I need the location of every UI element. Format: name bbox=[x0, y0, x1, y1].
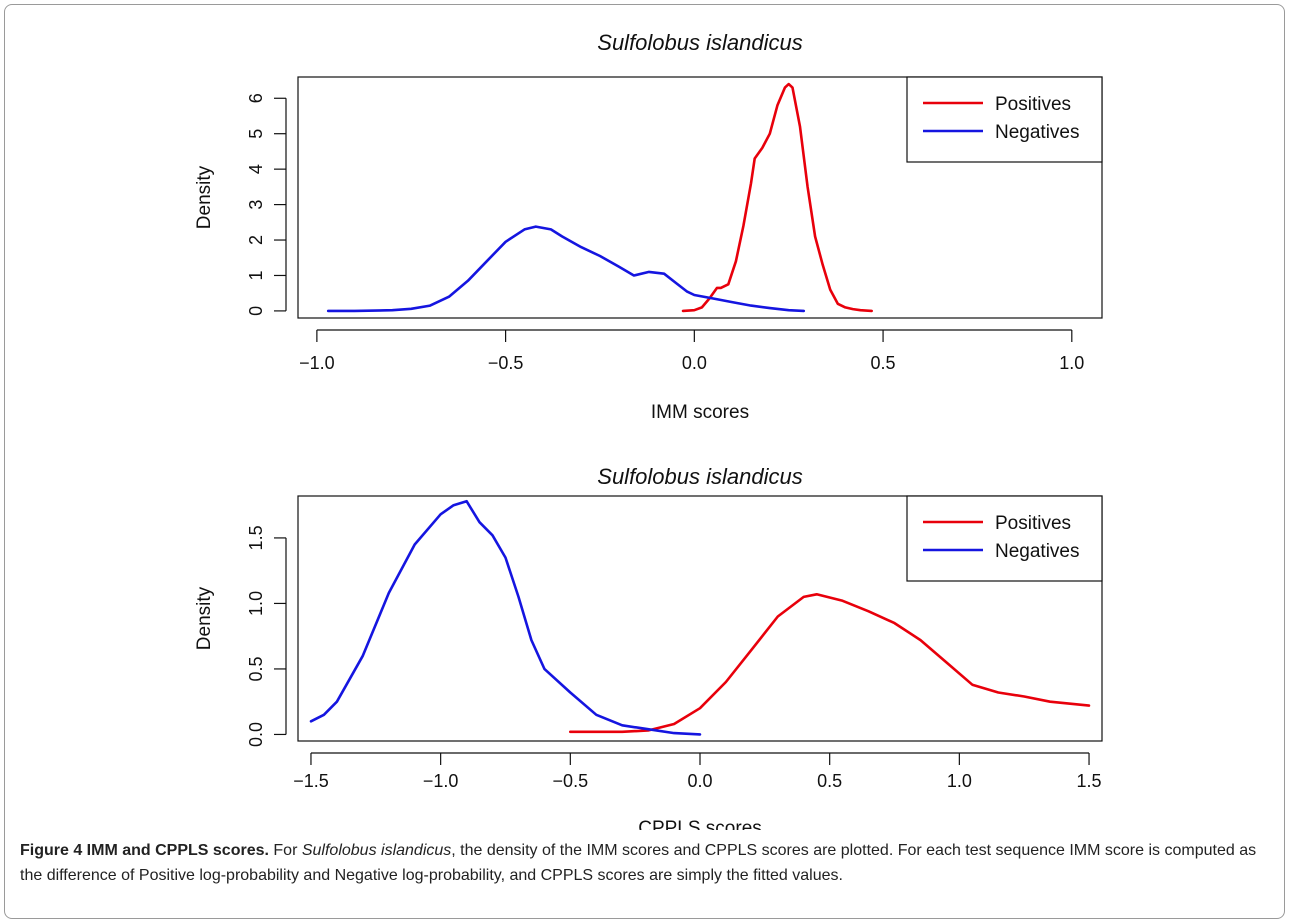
legend-box bbox=[906, 76, 1103, 163]
series-line-negatives bbox=[326, 225, 806, 313]
x-tick-label: 1.5 bbox=[1077, 771, 1102, 791]
plot-frame bbox=[297, 76, 1103, 319]
x-tick-label: 0.5 bbox=[871, 353, 896, 373]
x-tick-label: −1.5 bbox=[293, 771, 329, 791]
y-tick-label: 3 bbox=[246, 200, 266, 210]
x-tick-label: −1.0 bbox=[423, 771, 459, 791]
figure-caption: Figure 4 IMM and CPPLS scores. For Sulfo… bbox=[20, 838, 1275, 888]
legend-label: Positives bbox=[995, 94, 1071, 115]
y-tick-label: 0.5 bbox=[246, 656, 266, 681]
series-line-positives bbox=[569, 593, 1091, 734]
x-tick-label: −0.5 bbox=[553, 771, 589, 791]
legend-box bbox=[906, 495, 1103, 582]
chart-title: Sulfolobus islandicus bbox=[597, 464, 802, 489]
x-tick-label: 1.0 bbox=[947, 771, 972, 791]
series-line-negatives bbox=[309, 499, 702, 736]
figure-frame bbox=[4, 4, 1285, 919]
y-tick-label: 0 bbox=[246, 306, 266, 316]
y-tick-label: 2 bbox=[246, 235, 266, 245]
y-tick-label: 4 bbox=[246, 164, 266, 174]
caption-text-before: For bbox=[268, 842, 302, 859]
x-axis-label: IMM scores bbox=[651, 402, 749, 423]
x-tick-label: 0.5 bbox=[817, 771, 842, 791]
y-axis-label: Density bbox=[194, 586, 215, 650]
series-line-positives bbox=[681, 82, 873, 313]
x-tick-label: 0.0 bbox=[687, 771, 712, 791]
caption-text-after: , the density of the IMM scores and CPPL… bbox=[20, 842, 1257, 884]
figure-canvas: Sulfolobus islandicus −1.0 −0.5 0.0 0.5 1.0 0 1… bbox=[194, 30, 1103, 830]
y-tick-label: 5 bbox=[246, 129, 266, 139]
x-tick-label: −0.5 bbox=[488, 353, 524, 373]
y-tick-label: 1 bbox=[246, 270, 266, 280]
legend-label: Negatives bbox=[995, 541, 1080, 562]
y-tick-label: 1.5 bbox=[246, 525, 266, 550]
x-tick-label: −1.0 bbox=[299, 353, 335, 373]
caption-label: Figure 4 IMM and CPPLS scores. bbox=[20, 842, 269, 859]
caption-species: Sulfolobus islandicus bbox=[301, 842, 452, 859]
y-tick-label: 1.0 bbox=[246, 591, 266, 616]
legend-label: Positives bbox=[995, 513, 1071, 534]
legend-label: Negatives bbox=[995, 122, 1080, 143]
y-tick-label: 0.0 bbox=[246, 722, 266, 747]
chart-title: Sulfolobus islandicus bbox=[597, 30, 802, 55]
y-tick-label: 6 bbox=[246, 93, 266, 103]
x-axis-label: CPPLS scores bbox=[638, 818, 762, 830]
y-axis-label: Density bbox=[194, 165, 215, 229]
x-tick-label: 0.0 bbox=[682, 353, 707, 373]
x-tick-label: 1.0 bbox=[1059, 353, 1084, 373]
plot-frame bbox=[297, 495, 1103, 742]
